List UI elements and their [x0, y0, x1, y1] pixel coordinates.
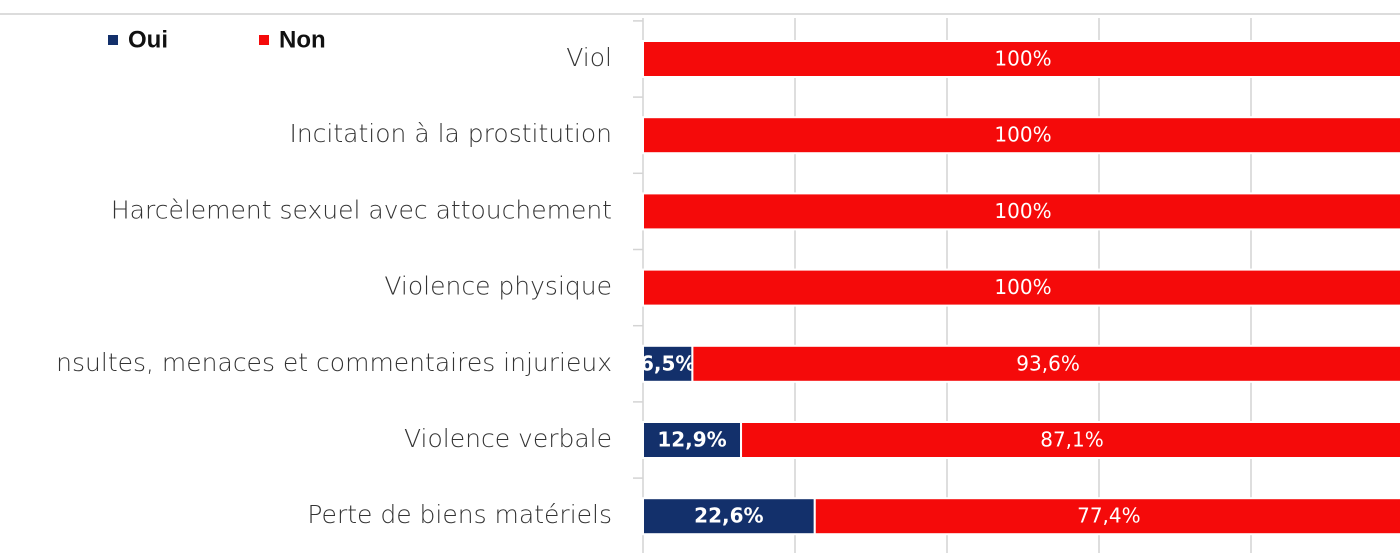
value-label: 100% — [994, 275, 1051, 299]
legend-swatch — [108, 35, 118, 45]
value-label: 77,4% — [1077, 504, 1141, 528]
category-label: Viol — [566, 43, 612, 72]
bar-segment — [691, 344, 1400, 383]
category-label: Incitation à la prostitution — [289, 119, 612, 148]
value-label: 22,6% — [694, 504, 763, 528]
value-label: 100% — [994, 123, 1051, 147]
category-label: Violence verbale — [404, 424, 612, 453]
value-label: 6,5% — [640, 351, 695, 375]
bar-segment — [642, 116, 1400, 155]
value-label: 100% — [994, 47, 1051, 71]
legend-label: Oui — [128, 26, 168, 53]
category-label: nsultes, menaces et commentaires injurie… — [56, 348, 612, 377]
bar-segment — [642, 268, 1400, 307]
value-label: 87,1% — [1040, 428, 1104, 452]
category-label: Violence physique — [384, 272, 612, 301]
category-label: Perte de biens matériels — [307, 500, 612, 529]
bar-segment — [642, 497, 816, 536]
bar-segment — [642, 40, 1400, 78]
legend-swatch — [259, 35, 269, 45]
bar-segment — [642, 192, 1400, 231]
category-label: Harcèlement sexuel avec attouchement — [111, 195, 612, 224]
value-label: 100% — [994, 199, 1051, 223]
legend-label: Non — [279, 26, 326, 53]
value-label: 93,6% — [1016, 351, 1080, 375]
bar-segment — [740, 421, 1400, 459]
bar-segment — [813, 497, 1400, 536]
value-label: 12,9% — [657, 428, 726, 452]
